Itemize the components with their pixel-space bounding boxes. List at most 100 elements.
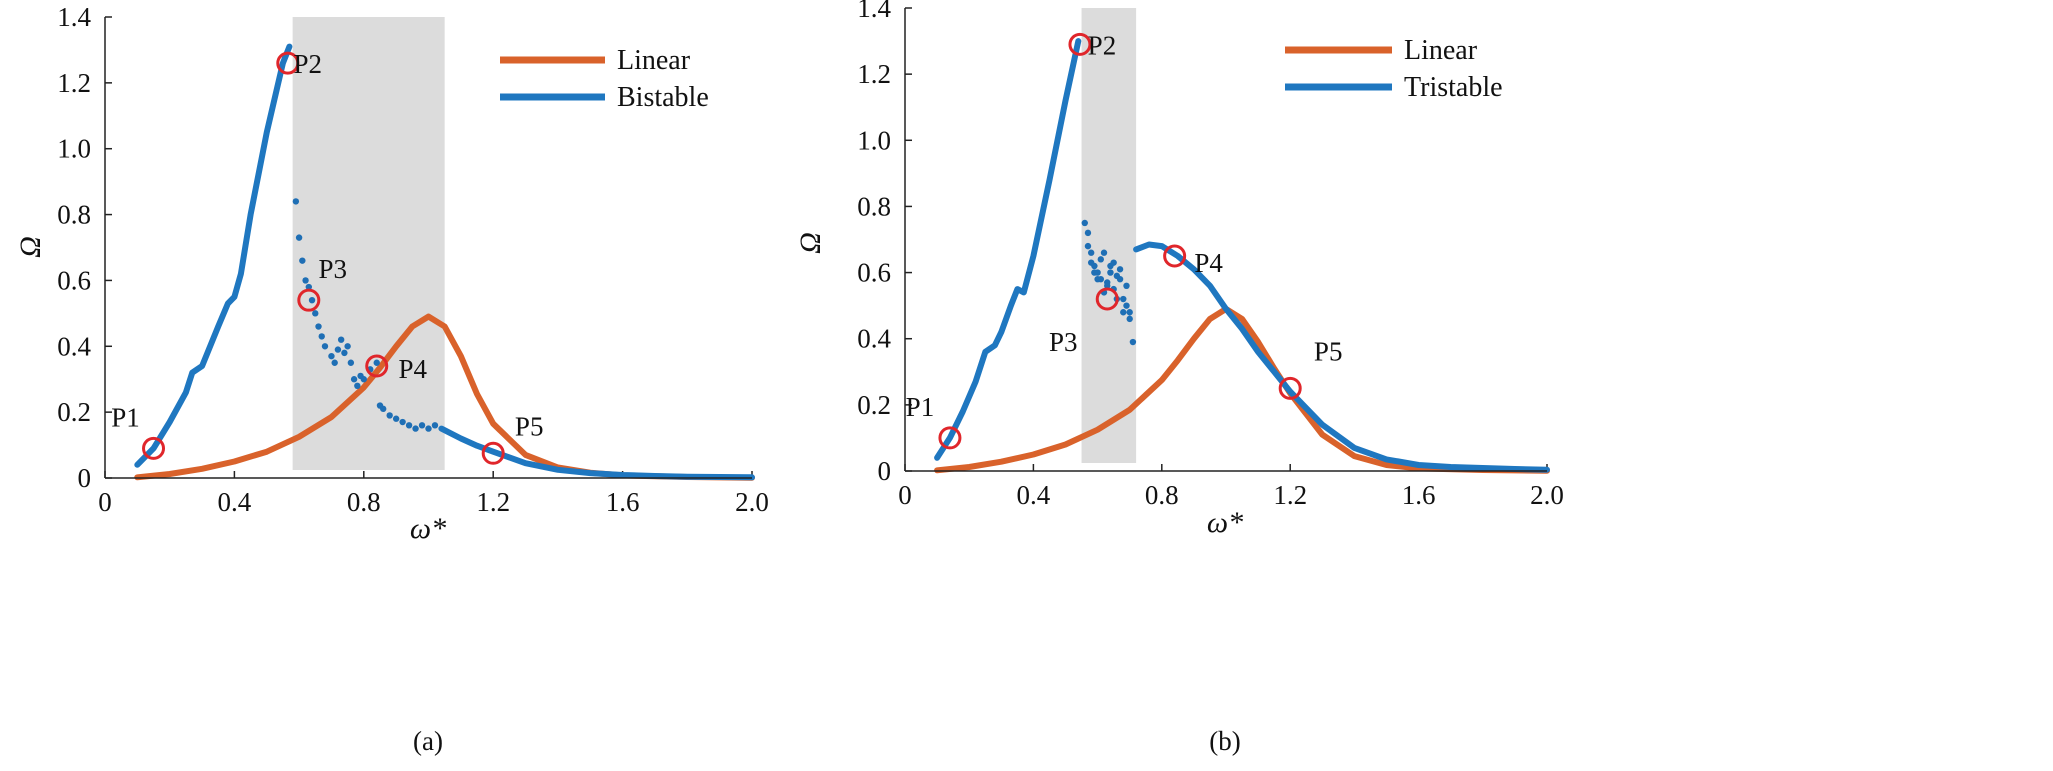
x-tick-label: 1.2 xyxy=(1273,480,1307,510)
x-tick-label: 1.6 xyxy=(606,487,640,517)
scatter-point xyxy=(405,422,413,429)
scatter-point xyxy=(373,359,380,366)
point-label-p1: P1 xyxy=(906,392,935,422)
x-tick-label: 2.0 xyxy=(735,487,769,517)
scatter-point xyxy=(1091,269,1098,276)
y-tick-label: 0.8 xyxy=(57,200,91,230)
x-tick-label: 0 xyxy=(898,480,912,510)
scatter-point xyxy=(337,336,345,343)
series-line-linear xyxy=(934,305,1550,474)
scatter-point xyxy=(292,198,300,205)
series-line-bistable xyxy=(438,425,755,481)
y-tick-label: 0.4 xyxy=(57,331,91,361)
point-marker-p3 xyxy=(297,288,321,312)
scatter-point xyxy=(1087,259,1095,266)
scatter-point xyxy=(412,425,419,432)
point-label-p4: P4 xyxy=(398,354,427,384)
series-line-tristable xyxy=(934,38,1082,461)
series-line-bistable xyxy=(134,43,293,468)
scatter-point xyxy=(1094,275,1101,283)
point-marker-p2 xyxy=(1068,32,1092,56)
scatter-point xyxy=(1097,256,1105,263)
y-tick-label: 1.2 xyxy=(857,59,891,89)
scatter-point xyxy=(1084,242,1092,250)
legend-label-linear: Linear xyxy=(617,45,691,76)
scatter-point xyxy=(431,422,439,429)
scatter-point xyxy=(295,234,303,241)
point-marker-p4 xyxy=(365,354,389,378)
scatter-point xyxy=(1126,315,1133,323)
x-tick-label: 1.6 xyxy=(1402,480,1436,510)
scatter-point xyxy=(1116,266,1124,273)
y-tick-label: 0.2 xyxy=(857,390,891,420)
y-tick-label: 1.2 xyxy=(57,68,91,98)
x-tick-label: 2.0 xyxy=(1530,480,1564,510)
point-label-p3: P3 xyxy=(319,254,348,284)
scatter-point xyxy=(1100,249,1108,256)
scatter-point xyxy=(341,349,348,357)
scatter-point xyxy=(386,412,393,419)
scatter-point xyxy=(1120,309,1127,316)
y-tick-label: 0.4 xyxy=(857,324,891,354)
y-tick-label: 0.2 xyxy=(57,397,91,427)
point-label-p5: P5 xyxy=(1314,336,1343,366)
y-tick-label: 0 xyxy=(878,456,892,486)
scatter-point xyxy=(380,405,387,413)
scatter-point xyxy=(1120,295,1127,303)
point-label-p4: P4 xyxy=(1194,248,1223,278)
y-tick-label: 0.6 xyxy=(857,258,891,288)
point-label-p1: P1 xyxy=(111,402,140,432)
point-label-p5: P5 xyxy=(515,411,544,441)
x-tick-label: 0.4 xyxy=(218,487,252,517)
axis-ticks: 0 0.4 0.8 1.2 1.6 2.0 0 0.2 0.4 0.6 0.8 1.0 1.2 1.4 xyxy=(857,0,1564,510)
x-axis-label: ω* xyxy=(410,512,446,545)
point-marker-p5 xyxy=(481,441,505,465)
scatter-point xyxy=(1107,262,1114,270)
panel-label-a: (a) xyxy=(413,726,443,756)
scatter-point xyxy=(1107,269,1114,276)
scatter-point xyxy=(334,346,342,353)
y-tick-label: 0 xyxy=(78,463,92,493)
scatter-point xyxy=(1123,282,1130,289)
x-tick-label: 0.4 xyxy=(1017,480,1051,510)
series-lines xyxy=(134,43,755,481)
point-marker-p1 xyxy=(142,436,166,460)
scatter-point xyxy=(350,376,358,383)
point-marker-p4 xyxy=(1163,244,1187,268)
legend: Linear Tristable xyxy=(1285,35,1503,103)
scatter-points xyxy=(1081,219,1137,346)
scatter-point xyxy=(315,323,322,330)
legend-label-linear: Linear xyxy=(1404,35,1478,66)
chart-panel-a: 0 0.4 0.8 1.2 1.6 2.0 0 0.2 0.4 0.6 0.8 1.0 1.2 1.4 P… xyxy=(14,2,769,756)
x-tick-label: 0 xyxy=(98,487,112,517)
point-markers: P1 P2 P3 P4 P5 xyxy=(906,30,1343,450)
y-tick-label: 1.0 xyxy=(57,134,91,164)
scatter-point xyxy=(425,425,432,432)
scatter-point xyxy=(305,283,313,291)
scatter-point xyxy=(328,352,335,360)
scatter-point xyxy=(308,296,316,304)
point-label-p2: P2 xyxy=(1088,30,1117,60)
scatter-point xyxy=(1084,229,1092,237)
legend-label-tristable: Tristable xyxy=(1404,72,1503,103)
scatter-point xyxy=(1126,309,1133,316)
scatter-point xyxy=(318,333,325,340)
scatter-point xyxy=(344,343,351,350)
shaded-region xyxy=(1081,8,1137,463)
y-tick-label: 1.4 xyxy=(57,2,91,32)
y-tick-label: 0.8 xyxy=(857,191,891,221)
point-label-p2: P2 xyxy=(294,49,323,79)
y-tick-label: 1.0 xyxy=(857,125,891,155)
x-axis-label: ω* xyxy=(1207,506,1243,539)
legend: Linear Bistable xyxy=(500,45,709,113)
y-axis-label: Ω xyxy=(794,232,827,254)
x-tick-label: 1.2 xyxy=(476,487,510,517)
x-tick-label: 0.8 xyxy=(347,487,381,517)
scatter-point xyxy=(1081,219,1088,227)
scatter-point xyxy=(354,382,361,389)
scatter-point xyxy=(1129,338,1137,346)
chart-panel-b: 0 0.4 0.8 1.2 1.6 2.0 0 0.2 0.4 0.6 0.8 1.0 1.2 1.4 P… xyxy=(794,0,1564,756)
point-markers: P1 P2 P3 P4 P5 xyxy=(111,49,544,465)
